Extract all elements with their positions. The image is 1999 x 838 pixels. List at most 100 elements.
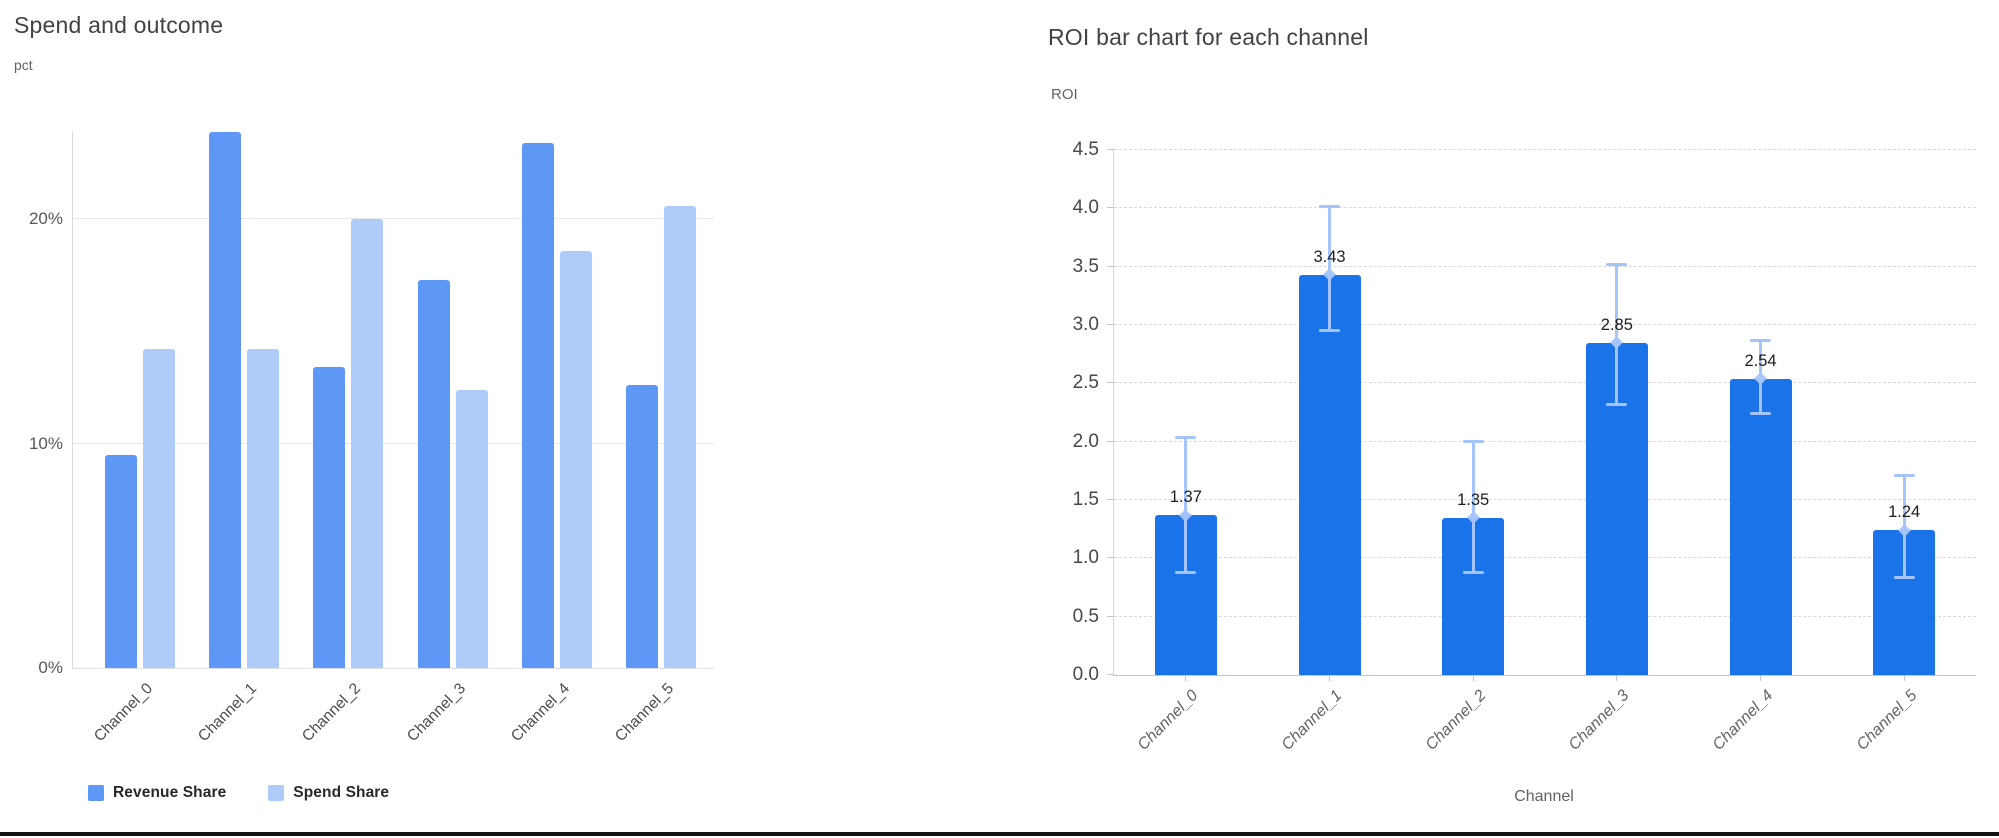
x-axis-tick-mark bbox=[1329, 675, 1330, 681]
bar-value-label-Channel_0: 1.37 bbox=[1169, 488, 1202, 507]
roi-x-axis-title: Channel bbox=[1514, 788, 1574, 805]
gridline-2.5 bbox=[1114, 382, 1976, 384]
x-axis-label-Channel_1: Channel_1 bbox=[195, 680, 261, 746]
gridline-1.5 bbox=[1114, 499, 1976, 500]
revenue-share-bar-Channel_4[interactable] bbox=[521, 142, 554, 668]
revenue-share-bar-Channel_2[interactable] bbox=[313, 367, 346, 668]
spend-share-bar-Channel_0[interactable] bbox=[143, 349, 175, 668]
x-axis-label-Channel_1: Channel_1 bbox=[1278, 687, 1346, 754]
y-axis-tick-mark bbox=[1107, 207, 1114, 209]
y-axis-tick-mark bbox=[1107, 324, 1114, 325]
spend-outcome-title: Spend and outcome bbox=[14, 12, 224, 38]
error-bar-Channel_0 bbox=[1184, 437, 1188, 573]
x-axis-label-Channel_4: Channel_4 bbox=[507, 680, 573, 746]
legend-item-spend-share[interactable]: Spend Share bbox=[268, 784, 389, 802]
error-bar-cap-low bbox=[1462, 570, 1484, 574]
error-bar-cap-high bbox=[1462, 440, 1484, 444]
revenue-share-bar-Channel_0[interactable] bbox=[105, 454, 137, 668]
bar-value-label-Channel_4: 2.54 bbox=[1744, 351, 1777, 370]
x-axis-label-Channel_3: Channel_3 bbox=[1566, 687, 1633, 754]
y-axis-tick-label: 0% bbox=[38, 658, 63, 677]
gridline-20% bbox=[73, 218, 714, 220]
y-axis-tick-label: 0.5 bbox=[1072, 605, 1099, 627]
bar-value-label-Channel_2: 1.35 bbox=[1457, 490, 1490, 509]
x-axis-label-Channel_4: Channel_4 bbox=[1709, 687, 1777, 754]
legend-label: Revenue Share bbox=[113, 784, 227, 801]
y-axis-tick-mark bbox=[1107, 674, 1114, 675]
y-axis-tick-mark bbox=[1107, 499, 1114, 500]
x-axis-label-Channel_0: Channel_0 bbox=[1135, 687, 1202, 754]
spend-share-bar-Channel_3[interactable] bbox=[455, 389, 488, 668]
spend-share-bar-Channel_1[interactable] bbox=[247, 349, 280, 668]
spend-share-swatch bbox=[268, 785, 285, 801]
x-axis-tick-mark bbox=[1185, 675, 1187, 681]
bar-value-label-Channel_5: 1.24 bbox=[1888, 503, 1921, 522]
x-axis-tick-mark bbox=[1472, 675, 1474, 681]
roi-bar-Channel_4[interactable] bbox=[1729, 378, 1792, 675]
spend-outcome-plot-area: 0% 10% 20% Channel_0 Channel_1 Channel_2 Chann… bbox=[29, 131, 714, 745]
y-axis-tick-mark bbox=[1107, 149, 1114, 150]
y-axis-tick-mark bbox=[1107, 382, 1114, 384]
roi-bar-Channel_1[interactable] bbox=[1298, 274, 1361, 675]
revenue-share-bar-Channel_1[interactable] bbox=[209, 131, 242, 668]
y-axis-tick-label: 10% bbox=[28, 433, 63, 453]
y-axis-tick-label: 20% bbox=[28, 209, 63, 229]
roi-y-unit-label: ROI bbox=[1051, 86, 1078, 103]
gridline-4.0 bbox=[1114, 207, 1976, 209]
x-axis-tick-mark bbox=[1760, 675, 1761, 681]
x-axis-label-Channel_5: Channel_5 bbox=[1853, 687, 1921, 754]
y-axis-tick-label: 4.0 bbox=[1072, 197, 1099, 219]
y-axis-tick-label: 0.0 bbox=[1072, 664, 1099, 685]
revenue-share-bar-Channel_5[interactable] bbox=[626, 385, 658, 668]
y-axis-tick-label: 2.0 bbox=[1072, 430, 1099, 452]
x-axis-tick-mark bbox=[1616, 675, 1618, 681]
spend-outcome-legend: Revenue Share Spend Share bbox=[88, 784, 431, 802]
window-bottom-border bbox=[0, 832, 1999, 836]
spend-share-bar-Channel_5[interactable] bbox=[664, 205, 696, 668]
error-bar-cap-low bbox=[1750, 412, 1771, 416]
x-axis-label-Channel_2: Channel_2 bbox=[299, 680, 365, 746]
error-bar-Channel_1 bbox=[1328, 206, 1331, 331]
x-axis-label-Channel_3: Channel_3 bbox=[403, 680, 469, 746]
revenue-share-swatch bbox=[88, 785, 104, 801]
gridline-4.5 bbox=[1114, 149, 1976, 150]
error-bar-cap-high bbox=[1175, 435, 1197, 439]
gridline-0.5 bbox=[1114, 615, 1976, 617]
gridline-2.0 bbox=[1114, 440, 1976, 442]
error-bar-cap-low bbox=[1319, 329, 1340, 333]
error-bar-cap-high bbox=[1319, 204, 1340, 208]
spend-share-bar-Channel_4[interactable] bbox=[559, 250, 592, 668]
legend-label: Spend Share bbox=[293, 784, 390, 801]
revenue-share-bar-Channel_3[interactable] bbox=[417, 279, 450, 668]
spend-outcome-y-unit-label: pct bbox=[14, 57, 33, 73]
roi-plot-area: 0.0 0.5 1.0 1.5 2.0 2.5 3.0 3.5 4.0 4.5 1.37 Channe… bbox=[1073, 139, 1976, 754]
x-axis-tick-mark bbox=[1903, 675, 1905, 681]
x-axis-label-Channel_2: Channel_2 bbox=[1422, 687, 1490, 754]
y-axis-tick-label: 1.5 bbox=[1072, 489, 1099, 510]
spend-share-bar-Channel_2[interactable] bbox=[351, 219, 384, 668]
gridline-3.0 bbox=[1114, 324, 1976, 325]
error-bar-cap-low bbox=[1893, 575, 1915, 579]
y-axis-tick-mark bbox=[1107, 265, 1114, 267]
error-bar-cap-low bbox=[1175, 570, 1197, 574]
error-bar-cap-high bbox=[1893, 474, 1915, 477]
x-axis-label-Channel_0: Channel_0 bbox=[90, 680, 157, 746]
bar-value-label-Channel_3: 2.85 bbox=[1600, 315, 1633, 334]
error-bar-cap-low bbox=[1606, 402, 1628, 406]
error-bar-Channel_3 bbox=[1615, 264, 1619, 405]
y-axis-tick-label: 3.0 bbox=[1072, 314, 1099, 335]
error-bar-Channel_2 bbox=[1471, 441, 1475, 573]
y-axis-tick-mark bbox=[1107, 615, 1114, 617]
gridline-10% bbox=[73, 442, 714, 444]
y-axis-tick-label: 3.5 bbox=[1072, 255, 1099, 277]
error-bar-cap-high bbox=[1606, 262, 1628, 266]
legend-item-revenue-share[interactable]: Revenue Share bbox=[88, 784, 226, 802]
x-axis-label-Channel_5: Channel_5 bbox=[611, 680, 678, 746]
y-axis-tick-label: 4.5 bbox=[1072, 139, 1099, 160]
bar-value-label-Channel_1: 3.43 bbox=[1313, 247, 1346, 266]
y-axis-tick-mark bbox=[1107, 557, 1114, 559]
gridline-3.5 bbox=[1114, 265, 1976, 267]
y-axis-tick-label: 2.5 bbox=[1072, 372, 1099, 394]
y-axis-tick-mark bbox=[1107, 440, 1114, 442]
roi-title: ROI bar chart for each channel bbox=[1048, 24, 1369, 50]
